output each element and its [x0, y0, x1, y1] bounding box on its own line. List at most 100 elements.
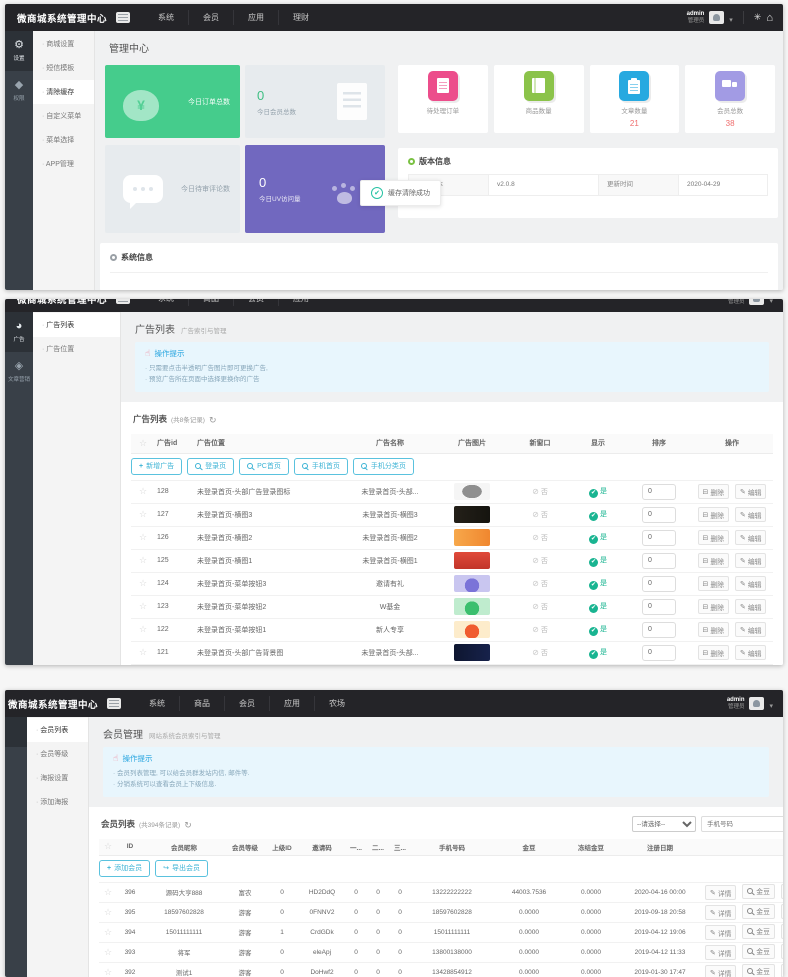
gold-button[interactable]: 金豆: [742, 883, 775, 899]
detail-button[interactable]: 详情: [705, 885, 737, 900]
star-icon[interactable]: [104, 930, 112, 937]
delete-button[interactable]: 删除: [697, 576, 730, 591]
star-icon[interactable]: [104, 950, 112, 957]
submenu-item[interactable]: 广告位置: [33, 337, 120, 361]
star-icon[interactable]: [139, 627, 147, 634]
detail-button[interactable]: 详情: [705, 965, 737, 977]
nav-item[interactable]: 会员: [188, 10, 233, 25]
submenu-item[interactable]: APP管理: [33, 152, 94, 176]
chevron-down-icon[interactable]: [729, 9, 733, 27]
sort-input[interactable]: [642, 506, 676, 523]
star-icon[interactable]: [139, 604, 147, 611]
ad-image[interactable]: [454, 529, 490, 546]
sidebar-item-ads[interactable]: 广告: [5, 312, 33, 352]
add-ad-button[interactable]: 新增广告: [131, 457, 183, 475]
stat-card[interactable]: 待处理订单: [398, 65, 488, 133]
filter-mobile-category-button[interactable]: 手机分类页: [352, 457, 414, 475]
nav-item[interactable]: 系统: [144, 299, 188, 306]
detail-button[interactable]: 详情: [705, 905, 737, 920]
level-button[interactable]: 等级: [780, 923, 783, 939]
nav-item[interactable]: 应用: [269, 696, 314, 711]
nav-item[interactable]: 系统: [149, 699, 166, 708]
ad-image[interactable]: [454, 644, 490, 661]
star-icon[interactable]: [139, 558, 147, 565]
export-member-button[interactable]: 导出会员: [155, 859, 208, 877]
nav-item[interactable]: 理财: [278, 10, 323, 25]
gold-button[interactable]: 金豆: [742, 923, 775, 939]
avatar[interactable]: [749, 299, 765, 305]
gold-button[interactable]: 金豆: [742, 903, 775, 919]
sort-input[interactable]: [642, 552, 676, 569]
star-icon[interactable]: [139, 512, 147, 519]
submenu-item[interactable]: 清除缓存: [33, 80, 94, 104]
star-icon[interactable]: [104, 910, 112, 917]
edit-button[interactable]: 编辑: [734, 553, 767, 568]
stat-card[interactable]: 会员总数 38: [685, 65, 775, 133]
detail-button[interactable]: 详情: [705, 925, 737, 940]
star-icon[interactable]: [139, 650, 147, 657]
delete-button[interactable]: 删除: [697, 484, 730, 499]
ad-image[interactable]: [454, 575, 490, 592]
sidebar-item-cropped[interactable]: [5, 717, 27, 747]
ad-image[interactable]: [454, 552, 490, 569]
nav-item[interactable]: 商品: [188, 299, 233, 306]
delete-button[interactable]: 删除: [697, 622, 730, 637]
delete-button[interactable]: 删除: [697, 553, 730, 568]
menu-toggle-icon[interactable]: [116, 12, 131, 23]
star-icon[interactable]: [139, 581, 147, 588]
stat-card[interactable]: 商品数量: [493, 65, 584, 133]
submenu-item[interactable]: 海报设置: [27, 766, 88, 790]
delete-button[interactable]: 删除: [697, 599, 730, 614]
delete-button[interactable]: 删除: [697, 530, 730, 545]
submenu-item[interactable]: 添加海报: [27, 790, 88, 814]
clear-cache-icon[interactable]: [754, 12, 762, 23]
delete-button[interactable]: 删除: [697, 507, 730, 522]
avatar[interactable]: [749, 697, 765, 710]
stat-card[interactable]: 文章数量 21: [589, 65, 680, 133]
submenu-item[interactable]: 会员等级: [27, 742, 88, 766]
refresh-icon[interactable]: [209, 410, 217, 428]
comments-card[interactable]: 今日待审评论数: [105, 145, 240, 233]
submenu-item[interactable]: 菜单选择: [33, 128, 94, 152]
ad-image[interactable]: [454, 598, 490, 615]
nav-item[interactable]: 应用: [233, 10, 278, 25]
sort-input[interactable]: [642, 529, 676, 546]
submenu-item[interactable]: 会员列表: [27, 718, 88, 742]
sidebar-item-settings[interactable]: 设置: [5, 31, 33, 71]
menu-toggle-icon[interactable]: [116, 299, 131, 304]
sort-input[interactable]: [642, 575, 676, 592]
level-button[interactable]: 等级: [780, 903, 783, 919]
edit-button[interactable]: 编辑: [734, 507, 767, 522]
star-icon[interactable]: [139, 489, 147, 496]
nav-item[interactable]: 应用: [278, 299, 323, 306]
delete-button[interactable]: 删除: [697, 645, 730, 660]
avatar[interactable]: [709, 11, 725, 24]
menu-toggle-icon[interactable]: [107, 698, 122, 709]
edit-button[interactable]: 编辑: [734, 599, 767, 614]
submenu-item[interactable]: 商城设置: [33, 32, 94, 56]
star-icon[interactable]: [139, 535, 147, 542]
nav-item[interactable]: 农场: [314, 696, 359, 711]
ad-image[interactable]: [454, 621, 490, 638]
chevron-down-icon[interactable]: [769, 695, 773, 713]
star-icon[interactable]: [104, 970, 112, 977]
sort-input[interactable]: [642, 621, 676, 638]
nav-item[interactable]: 系统: [158, 13, 175, 22]
add-member-button[interactable]: 添加会员: [99, 859, 151, 877]
orders-card[interactable]: ¥ 今日订单总数: [105, 65, 240, 138]
filter-select[interactable]: --请选择--: [632, 816, 696, 832]
filter-login-page-button[interactable]: 登录页: [187, 457, 235, 475]
level-button[interactable]: 等级: [780, 943, 783, 959]
submenu-item[interactable]: 广告列表: [33, 313, 120, 337]
level-button[interactable]: 等级: [780, 963, 783, 977]
detail-button[interactable]: 详情: [705, 945, 737, 960]
level-button[interactable]: 等级: [780, 883, 783, 899]
submenu-item[interactable]: 短信模板: [33, 56, 94, 80]
edit-button[interactable]: 编辑: [734, 484, 767, 499]
sidebar-item-article-marketing[interactable]: 文章营销: [5, 352, 33, 392]
star-icon[interactable]: [104, 890, 112, 897]
edit-button[interactable]: 编辑: [734, 645, 767, 660]
submenu-item[interactable]: 自定义菜单: [33, 104, 94, 128]
